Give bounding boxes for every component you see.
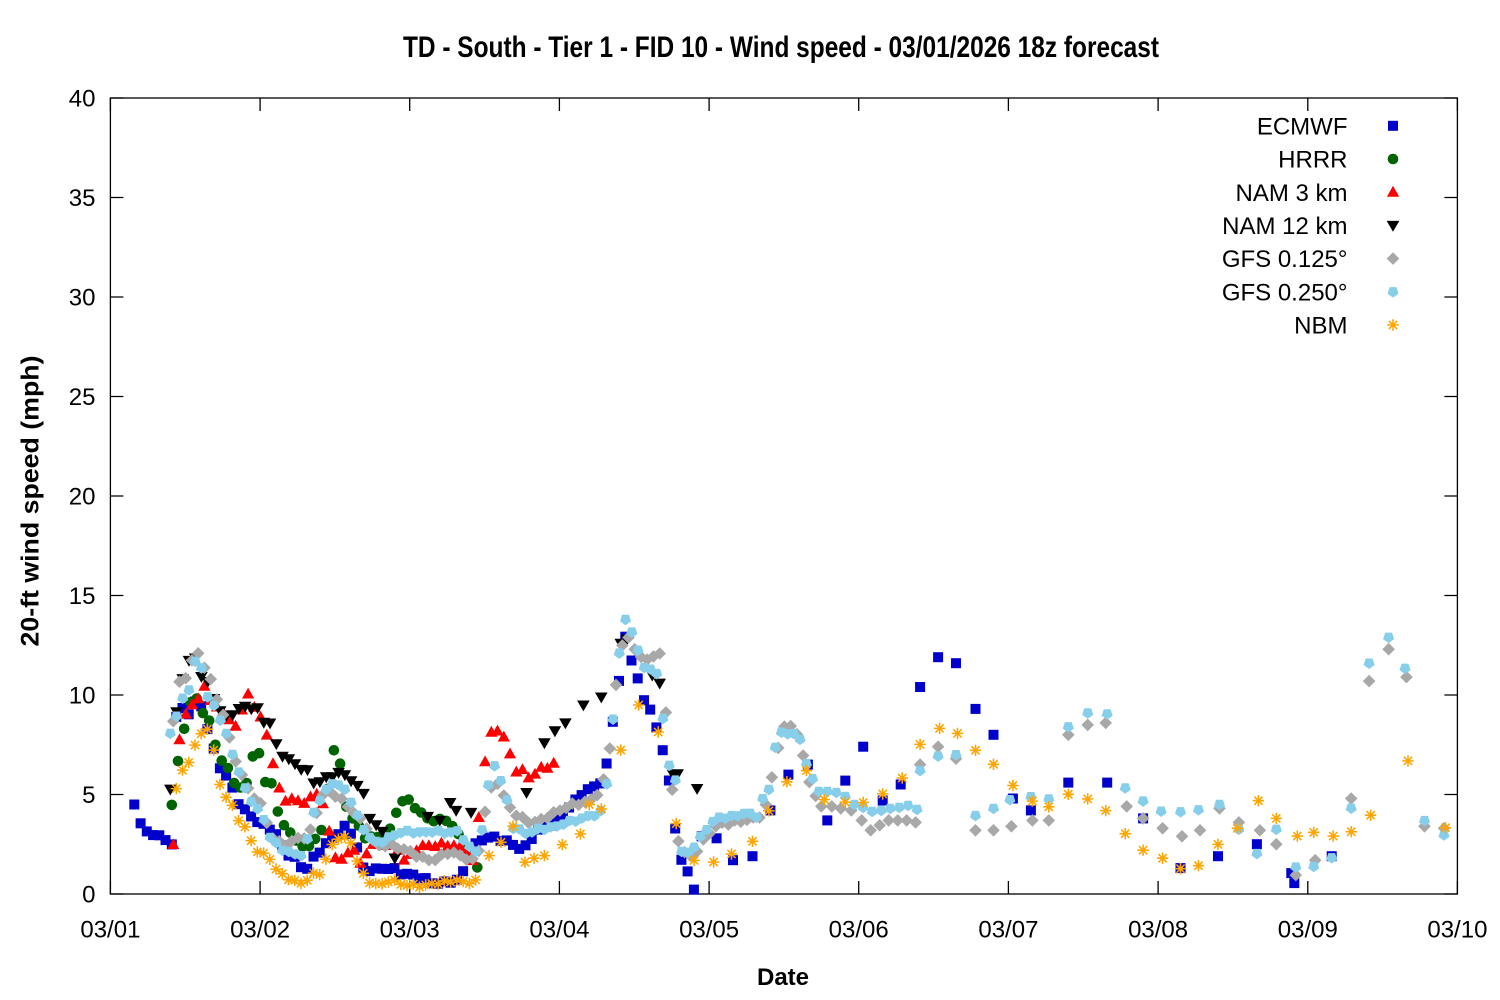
svg-text:03/06: 03/06 (829, 917, 889, 944)
svg-text:GFS 0.125°: GFS 0.125° (1222, 246, 1348, 273)
svg-text:TD - South - Tier 1 - FID 10 -: TD - South - Tier 1 - FID 10 - Wind spee… (403, 31, 1159, 64)
svg-text:03/10: 03/10 (1427, 917, 1487, 944)
svg-text:20: 20 (69, 484, 96, 511)
svg-text:ECMWF: ECMWF (1257, 113, 1348, 140)
svg-text:Date: Date (757, 964, 809, 991)
svg-text:5: 5 (82, 782, 95, 809)
svg-text:03/01: 03/01 (80, 917, 140, 944)
svg-text:03/05: 03/05 (679, 917, 739, 944)
svg-text:03/07: 03/07 (978, 917, 1038, 944)
svg-text:25: 25 (69, 384, 96, 411)
svg-text:30: 30 (69, 285, 96, 312)
svg-text:15: 15 (69, 583, 96, 610)
svg-text:03/03: 03/03 (380, 917, 440, 944)
svg-text:GFS 0.250°: GFS 0.250° (1222, 279, 1348, 306)
svg-text:NAM 3 km: NAM 3 km (1235, 180, 1347, 207)
svg-text:03/04: 03/04 (529, 917, 589, 944)
svg-text:NBM: NBM (1294, 313, 1347, 340)
svg-text:03/09: 03/09 (1278, 917, 1338, 944)
svg-text:0: 0 (82, 882, 95, 909)
svg-text:HRRR: HRRR (1278, 147, 1347, 174)
svg-text:35: 35 (69, 185, 96, 212)
svg-text:40: 40 (69, 86, 96, 113)
svg-text:10: 10 (69, 683, 96, 710)
svg-text:03/02: 03/02 (230, 917, 290, 944)
svg-text:NAM 12 km: NAM 12 km (1222, 213, 1347, 240)
svg-text:03/08: 03/08 (1128, 917, 1188, 944)
svg-text:20-ft wind speed (mph): 20-ft wind speed (mph) (17, 356, 45, 647)
